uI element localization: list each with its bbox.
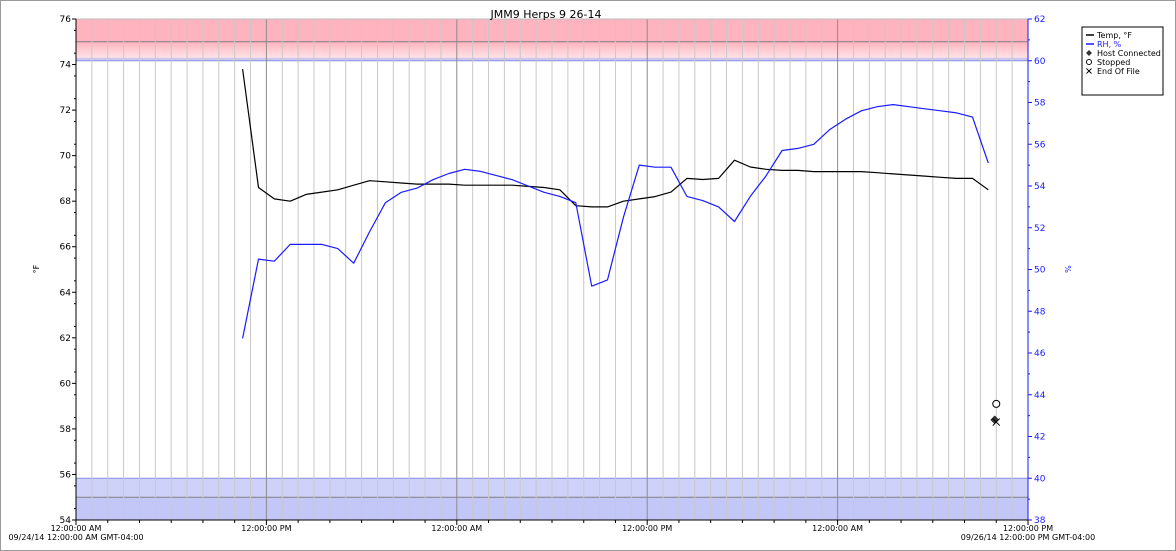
x-end-label: 09/26/14 12:00:00 PM GMT-04:00	[961, 533, 1095, 542]
y-left-tick-label: 54	[60, 516, 72, 526]
y-right-tick-label: 50	[1034, 266, 1046, 276]
stopped-marker	[992, 399, 1001, 408]
y-right-tick-label: 62	[1034, 15, 1045, 25]
y-axis-right-label: %	[1064, 265, 1073, 273]
legend-circle-swatch	[1085, 58, 1093, 66]
y-right-tick-label: 52	[1034, 224, 1045, 234]
x-tick-label: 12:00:00 AM	[812, 524, 863, 533]
legend-label: Stopped	[1097, 58, 1130, 67]
y-left-tick-label: 74	[60, 61, 72, 71]
y-right-tick-label: 44	[1034, 391, 1046, 401]
y-left-tick-label: 64	[60, 288, 72, 298]
y-right-tick-label: 60	[1034, 57, 1046, 67]
y-left-tick-label: 66	[60, 243, 72, 253]
chart-title: JMM9 Herps 9 26-14	[490, 8, 602, 21]
legend-label: RH, %	[1097, 40, 1122, 49]
x-tick-label: 12:00:00 PM	[622, 524, 672, 533]
y-left-tick-label: 72	[60, 106, 71, 116]
y-right-tick-label: 42	[1034, 433, 1045, 443]
y-left-tick-label: 56	[60, 470, 72, 480]
y-axis-left-label: °F	[32, 264, 41, 273]
event-markers	[990, 399, 1001, 426]
grid	[91, 19, 1013, 520]
legend-label: Temp, °F	[1096, 31, 1132, 40]
x-tick-label: 12:00:00 PM	[1003, 524, 1053, 533]
legend-diamond-swatch	[1086, 50, 1092, 56]
y-right-tick-label: 56	[1034, 140, 1046, 150]
end-of-file-marker	[992, 418, 1001, 426]
legend-x-swatch	[1086, 68, 1092, 74]
y-right-tick-label: 48	[1034, 307, 1046, 317]
legend-box	[1081, 26, 1164, 96]
y-right-tick-label: 40	[1034, 474, 1046, 484]
temp-series-line	[242, 69, 989, 208]
y-left-tick-label: 58	[60, 425, 72, 435]
x-start-label: 09/24/14 12:00:00 AM GMT-04:00	[8, 533, 143, 542]
legend-label: Host Connected	[1097, 49, 1161, 58]
y-right-tick-label: 58	[1034, 99, 1046, 109]
series-layer	[242, 69, 989, 339]
axes: 54 56 58 60 62 64 66 68 70 72 74 76 38 40 42 44 46 48 50 52…	[51, 15, 1054, 533]
rh-series-line	[242, 103, 989, 339]
legend-label: End Of File	[1097, 67, 1140, 76]
y-right-tick-label: 54	[1034, 182, 1046, 192]
x-tick-label: 12:00:00 AM	[51, 524, 102, 533]
x-tick-label: 12:00:00 PM	[241, 524, 291, 533]
y-left-tick-label: 70	[60, 152, 72, 162]
y-left-tick-label: 76	[60, 15, 72, 25]
y-left-tick-label: 62	[60, 334, 71, 344]
y-right-tick-label: 38	[1034, 516, 1046, 526]
y-left-tick-label: 60	[60, 379, 72, 389]
y-right-tick-label: 46	[1034, 349, 1046, 359]
y-left-tick-label: 68	[60, 197, 72, 207]
x-tick-label: 12:00:00 AM	[431, 524, 482, 533]
